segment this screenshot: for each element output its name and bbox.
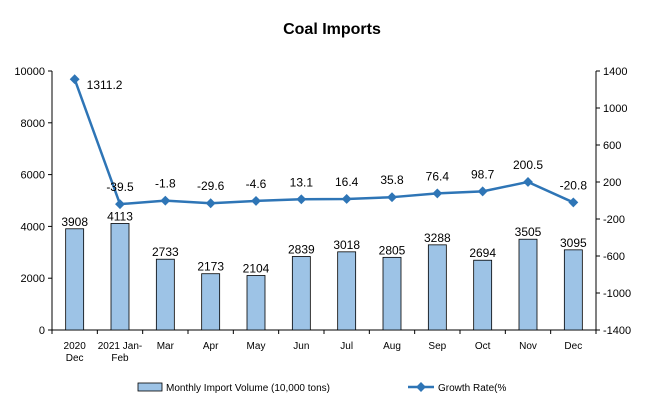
bar <box>201 273 221 331</box>
line-point <box>568 197 579 208</box>
bar <box>291 256 311 331</box>
legend-swatch-bar <box>137 382 163 392</box>
line-point <box>341 194 352 204</box>
legend-label-bar: Monthly Import Volume (10,000 tons) <box>166 383 330 394</box>
bar-value-label: 2104 <box>243 262 270 276</box>
right-tick-label: 1400 <box>603 66 627 78</box>
bar-value-label: 4113 <box>107 209 133 223</box>
bar <box>473 259 493 331</box>
line-point <box>296 194 307 205</box>
bar <box>65 228 85 331</box>
x-tick-label: Aug <box>383 341 401 352</box>
right-tick-label: -600 <box>603 251 625 263</box>
line-value-label: 76.4 <box>426 169 450 183</box>
bar <box>246 275 266 331</box>
line-point <box>205 198 216 209</box>
line-value-label: -4.6 <box>246 177 267 191</box>
right-tick-label: 1000 <box>603 103 627 115</box>
right-tick-label: 600 <box>603 140 621 152</box>
left-tick-label: 0 <box>39 325 45 337</box>
bar-value-label: 2173 <box>197 260 224 274</box>
right-tick-label: -200 <box>603 214 625 226</box>
bar-value-label: 3095 <box>560 236 587 250</box>
chart-axes: 0 2000 4000 6000 8000 10000 -1400 -1000 -600 -200… <box>14 66 631 364</box>
left-tick-label: 10000 <box>14 66 45 78</box>
line-value-label: 98.7 <box>471 167 495 181</box>
line-point <box>432 188 443 199</box>
bar-value-label: 2805 <box>379 243 406 257</box>
line-value-label: 16.4 <box>335 175 359 189</box>
line-point <box>69 74 80 85</box>
line-value-label: 13.1 <box>290 175 314 189</box>
legend-label-line: Growth Rate(% <box>438 383 506 394</box>
bar <box>427 244 447 331</box>
line-point <box>160 195 171 206</box>
line-value-label: 1311.2 <box>87 78 123 92</box>
x-tick-label: Jun <box>293 341 309 352</box>
right-tick-label: -1000 <box>603 288 631 300</box>
legend-swatch-marker <box>416 382 426 392</box>
bar <box>382 256 402 331</box>
left-tick-label: 6000 <box>21 170 45 182</box>
bar-value-label: 2733 <box>152 245 179 259</box>
line-value-label: -1.8 <box>155 177 176 191</box>
line-point <box>387 192 397 203</box>
line-value-label: 35.8 <box>380 173 404 187</box>
left-tick-label: 2000 <box>21 273 45 285</box>
x-tick-label: 2020 Dec <box>64 341 87 364</box>
left-tick-label: 4000 <box>21 221 45 233</box>
x-tick-label: Apr <box>203 341 219 352</box>
chart-title: Coal Imports <box>283 21 381 38</box>
x-tick-label: Oct <box>475 341 491 352</box>
bar-value-label: 2839 <box>288 242 315 256</box>
line-series: 1311.2 -39.5 -1.8 -29.6 -4.6 13.1 16.4 35.8 76.4… <box>69 74 588 210</box>
x-tick-label: Sep <box>428 341 446 352</box>
bar-series: 3908 4113 2733 2173 2104 2839 3018 2805 3288 2694… <box>61 209 587 331</box>
line-point <box>477 186 488 197</box>
bar-value-label: 2694 <box>469 246 496 260</box>
line-value-label: -39.5 <box>106 180 134 194</box>
x-tick-label: 2021 Jan-Feb <box>98 341 142 364</box>
bar-value-label: 3505 <box>515 225 542 239</box>
line-value-label: -29.6 <box>197 179 225 193</box>
left-tick-label: 8000 <box>21 118 45 130</box>
x-tick-label: Dec <box>564 341 582 352</box>
right-tick-label: 200 <box>603 177 621 189</box>
line-point <box>115 199 125 210</box>
bar-value-label: 3018 <box>333 238 360 252</box>
x-tick-label: May <box>247 341 266 352</box>
bar <box>337 251 357 331</box>
bar-value-label: 3908 <box>61 215 88 229</box>
bar-value-label: 3288 <box>424 231 451 245</box>
bar <box>110 223 130 331</box>
bar <box>518 238 538 331</box>
x-tick-label: Jul <box>340 341 353 352</box>
line-value-label: 200.5 <box>513 158 543 172</box>
line-value-label: -20.8 <box>560 178 588 192</box>
line-point <box>523 177 533 187</box>
line-point <box>251 195 261 206</box>
growth-rate-line <box>73 78 574 206</box>
legend: Monthly Import Volume (10,000 tons) Grow… <box>137 382 506 394</box>
x-tick-label: Mar <box>157 341 175 352</box>
bar <box>563 249 583 331</box>
right-tick-label: -1400 <box>603 325 631 337</box>
x-tick-label: Nov <box>519 341 537 352</box>
bar <box>155 258 175 331</box>
